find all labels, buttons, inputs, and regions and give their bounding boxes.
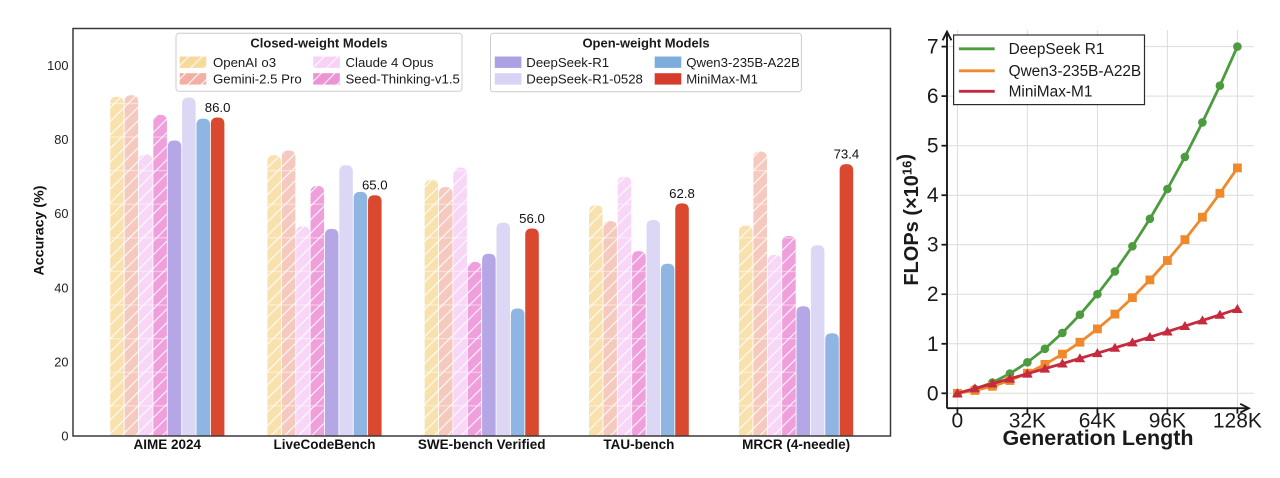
svg-text:64K: 64K (1079, 410, 1116, 433)
svg-text:Claude 4 Opus: Claude 4 Opus (346, 55, 434, 70)
svg-text:5: 5 (927, 135, 939, 158)
svg-text:AIME 2024: AIME 2024 (134, 437, 202, 452)
svg-text:56.0: 56.0 (519, 211, 545, 226)
svg-text:4: 4 (927, 184, 939, 207)
svg-text:96K: 96K (1149, 410, 1186, 433)
svg-text:32K: 32K (1009, 410, 1046, 433)
svg-text:86.0: 86.0 (205, 100, 231, 115)
svg-text:2: 2 (927, 283, 939, 306)
svg-text:Closed-weight Models: Closed-weight Models (250, 36, 387, 51)
svg-text:7: 7 (927, 36, 939, 59)
svg-text:40: 40 (54, 280, 68, 295)
svg-text:60: 60 (54, 206, 68, 221)
svg-text:Qwen3-235B-A22B: Qwen3-235B-A22B (686, 55, 800, 70)
svg-text:OpenAI o3: OpenAI o3 (213, 55, 276, 70)
svg-text:73.4: 73.4 (834, 147, 860, 162)
svg-text:0: 0 (927, 382, 939, 405)
svg-text:Generation Length: Generation Length (1002, 426, 1193, 450)
svg-text:Gemini-2.5 Pro: Gemini-2.5 Pro (213, 72, 302, 87)
svg-text:62.8: 62.8 (669, 186, 695, 201)
svg-text:Seed-Thinking-v1.5: Seed-Thinking-v1.5 (346, 72, 460, 87)
svg-text:Qwen3-235B-A22B: Qwen3-235B-A22B (1009, 63, 1142, 80)
svg-text:LiveCodeBench: LiveCodeBench (273, 437, 375, 452)
svg-text:3: 3 (927, 234, 939, 257)
svg-text:Open-weight Models: Open-weight Models (582, 36, 709, 51)
svg-text:MRCR (4-needle): MRCR (4-needle) (742, 437, 850, 452)
svg-text:TAU-bench: TAU-bench (603, 437, 674, 452)
svg-text:1: 1 (927, 333, 939, 356)
svg-text:6: 6 (927, 85, 939, 108)
svg-text:20: 20 (54, 354, 68, 369)
svg-text:65.0: 65.0 (362, 178, 388, 193)
svg-text:80: 80 (54, 132, 68, 147)
svg-text:DeepSeek-R1-0528: DeepSeek-R1-0528 (526, 72, 643, 87)
svg-text:0: 0 (61, 428, 68, 443)
svg-text:SWE-bench Verified: SWE-bench Verified (418, 437, 546, 452)
svg-text:DeepSeek R1: DeepSeek R1 (1009, 41, 1105, 58)
svg-text:Accuracy (%): Accuracy (%) (32, 185, 48, 275)
svg-text:100: 100 (47, 58, 68, 73)
svg-text:0: 0 (952, 410, 964, 433)
svg-text:MiniMax-M1: MiniMax-M1 (1009, 83, 1093, 100)
svg-text:MiniMax-M1: MiniMax-M1 (686, 72, 758, 87)
svg-text:128K: 128K (1213, 410, 1262, 433)
svg-text:DeepSeek-R1: DeepSeek-R1 (526, 55, 609, 70)
